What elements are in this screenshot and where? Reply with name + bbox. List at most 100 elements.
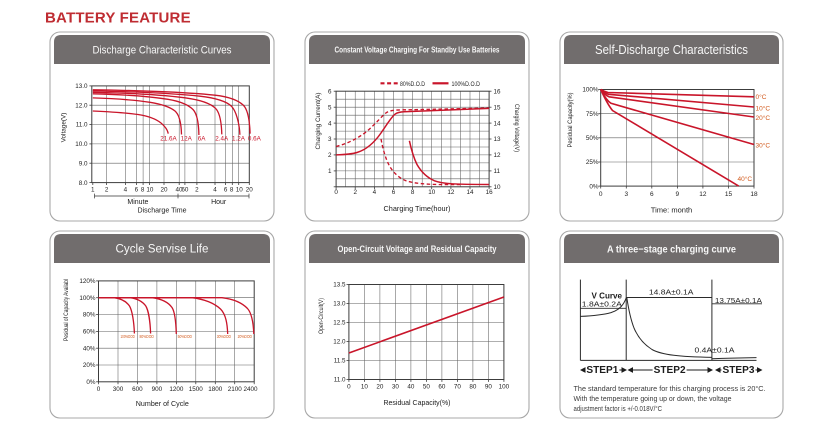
svg-text:2: 2	[105, 187, 109, 194]
svg-text:900: 900	[152, 386, 163, 393]
svg-text:20: 20	[160, 187, 168, 194]
svg-text:600: 600	[132, 386, 143, 393]
svg-text:adjustment factor is +/-0.018V: adjustment factor is +/-0.018V/°C	[574, 404, 663, 413]
svg-text:120%: 120%	[79, 278, 96, 285]
svg-text:A three−stage charging curve: A three−stage charging curve	[607, 244, 736, 255]
svg-text:30°C: 30°C	[756, 142, 771, 150]
svg-text:2.4A: 2.4A	[215, 136, 229, 143]
svg-text:9: 9	[676, 191, 680, 198]
svg-text:15: 15	[725, 191, 733, 198]
svg-text:Voltage(V): Voltage(V)	[61, 113, 68, 143]
svg-text:40: 40	[407, 383, 415, 390]
svg-text:50%DOD: 50%DOD	[178, 334, 193, 339]
svg-text:Hour: Hour	[211, 199, 227, 206]
svg-text:11.0: 11.0	[334, 377, 346, 384]
svg-text:40: 40	[175, 187, 183, 194]
svg-text:6: 6	[328, 88, 332, 95]
svg-text:20°C: 20°C	[756, 114, 771, 122]
svg-text:11: 11	[494, 168, 501, 175]
svg-text:3: 3	[624, 191, 628, 198]
svg-text:Open-Circuit Voitage and Resid: Open-Circuit Voitage and Residual Capaci…	[338, 244, 497, 254]
svg-text:Pesidual of Capacity Availabl: Pesidual of Capacity Availabl	[63, 279, 70, 341]
svg-text:2100: 2100	[228, 386, 243, 393]
svg-text:10: 10	[361, 383, 369, 390]
svg-text:13.5: 13.5	[333, 282, 346, 289]
svg-text:50: 50	[423, 383, 431, 390]
svg-text:1.2A: 1.2A	[232, 136, 246, 143]
svg-text:With the temperature going up: With the temperature going up or down, t…	[574, 394, 732, 403]
svg-text:0.6A: 0.6A	[248, 136, 262, 143]
svg-text:80%DOD: 80%DOD	[140, 334, 155, 339]
svg-text:100%: 100%	[79, 295, 96, 302]
svg-text:10: 10	[146, 187, 154, 194]
svg-text:80%: 80%	[83, 312, 96, 319]
svg-text:2: 2	[328, 152, 332, 159]
svg-text:6: 6	[650, 191, 654, 198]
svg-text:0%: 0%	[86, 379, 96, 386]
svg-text:40%: 40%	[83, 345, 96, 352]
svg-text:300: 300	[113, 386, 124, 393]
svg-text:18: 18	[750, 191, 758, 198]
svg-text:3: 3	[328, 136, 332, 143]
svg-text:Pesidual Capacity(%): Pesidual Capacity(%)	[567, 93, 574, 148]
svg-text:0: 0	[97, 386, 101, 393]
svg-text:STEP1: STEP1	[586, 365, 618, 376]
svg-text:2: 2	[195, 187, 199, 194]
svg-text:0: 0	[334, 189, 338, 196]
svg-text:12A: 12A	[181, 136, 193, 143]
svg-text:15: 15	[494, 104, 502, 111]
svg-text:60: 60	[181, 187, 189, 194]
svg-text:25%: 25%	[586, 159, 599, 166]
svg-text:Number of Cycle: Number of Cycle	[136, 399, 189, 408]
svg-text:20%: 20%	[83, 362, 96, 369]
svg-text:20: 20	[246, 187, 254, 194]
svg-text:12: 12	[494, 152, 502, 159]
svg-text:14.8A±0.1A: 14.8A±0.1A	[649, 288, 694, 297]
svg-text:12.0: 12.0	[333, 339, 346, 346]
svg-text:BATTERY FEATURE: BATTERY FEATURE	[45, 9, 191, 26]
svg-text:Time: month: Time: month	[651, 206, 692, 215]
svg-text:0: 0	[347, 383, 351, 390]
svg-text:30%DOD: 30%DOD	[217, 334, 232, 339]
svg-text:8: 8	[230, 187, 234, 194]
svg-text:100%: 100%	[582, 87, 599, 94]
svg-text:14: 14	[466, 189, 474, 196]
svg-text:75%: 75%	[586, 111, 599, 118]
svg-text:20: 20	[376, 383, 384, 390]
svg-text:Charging Voltage(V): Charging Voltage(V)	[513, 104, 520, 152]
svg-text:0°C: 0°C	[756, 93, 767, 101]
svg-text:4: 4	[328, 120, 332, 127]
svg-text:Charging Current(A): Charging Current(A)	[315, 93, 322, 150]
svg-text:Discharge Time: Discharge Time	[138, 206, 187, 215]
svg-text:1200: 1200	[169, 386, 184, 393]
svg-text:6: 6	[135, 187, 139, 194]
svg-text:10: 10	[428, 189, 436, 196]
svg-text:21.6A: 21.6A	[160, 136, 177, 143]
svg-text:11.0: 11.0	[76, 122, 88, 129]
svg-text:10: 10	[494, 184, 502, 191]
svg-text:10°C: 10°C	[756, 105, 771, 113]
svg-text:90: 90	[485, 383, 493, 390]
svg-text:Minute: Minute	[127, 199, 148, 206]
svg-text:12: 12	[699, 191, 707, 198]
svg-text:1.8A±0.2A: 1.8A±0.2A	[582, 300, 622, 309]
svg-text:100: 100	[499, 383, 510, 390]
svg-text:12.0: 12.0	[75, 102, 88, 109]
svg-text:Self-Discharge Characteristics: Self-Discharge Characteristics	[595, 43, 748, 57]
svg-text:80: 80	[469, 383, 477, 390]
svg-text:12: 12	[447, 189, 455, 196]
svg-text:16: 16	[486, 189, 494, 196]
svg-text:100%DOD: 100%DOD	[121, 334, 136, 339]
svg-text:40°C: 40°C	[738, 175, 753, 183]
svg-text:100%D.O.D: 100%D.O.D	[452, 81, 481, 88]
svg-text:12.5: 12.5	[333, 320, 346, 327]
svg-text:1500: 1500	[189, 386, 204, 393]
svg-text:10: 10	[236, 187, 244, 194]
svg-text:13.0: 13.0	[75, 83, 88, 90]
svg-text:2: 2	[353, 189, 357, 196]
svg-text:30: 30	[392, 383, 400, 390]
svg-text:6: 6	[224, 187, 228, 194]
svg-text:11.5: 11.5	[334, 358, 346, 365]
svg-text:Residual Capacity(%): Residual Capacity(%)	[384, 398, 451, 407]
svg-text:Cycle Servise Life: Cycle Servise Life	[116, 242, 209, 256]
